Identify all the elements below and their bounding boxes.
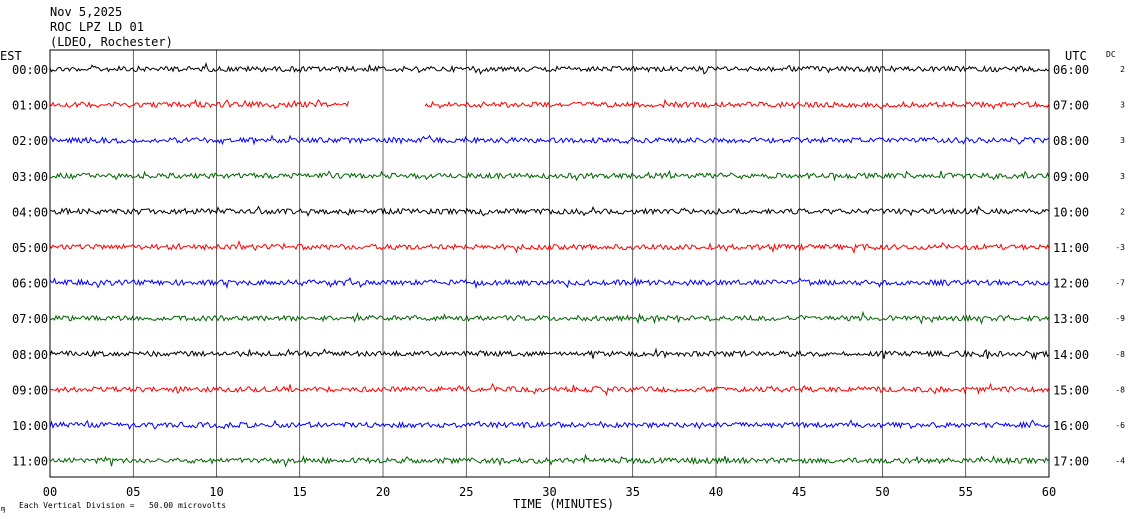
dc-offset-value: 3 [1120, 172, 1125, 181]
x-tick-label: 05 [126, 485, 140, 499]
x-tick-label: 45 [792, 485, 806, 499]
seismic-trace [49, 347, 1050, 361]
scale-footnote: Each Vertical Division = 50.00 microvolt… [19, 501, 226, 510]
utc-hour-label: 06:00 [1053, 63, 1089, 77]
utc-hour-label: 12:00 [1053, 277, 1089, 291]
est-hour-label: 06:00 [12, 277, 48, 291]
dc-offset-value: -8 [1115, 385, 1125, 394]
seismic-trace [49, 98, 1050, 110]
dc-offset-value: -8 [1115, 350, 1125, 359]
est-hour-label: 03:00 [12, 170, 48, 184]
utc-hour-label: 15:00 [1053, 383, 1089, 397]
seismic-trace [49, 310, 1050, 326]
utc-hour-label: 17:00 [1053, 455, 1089, 469]
utc-hour-label: 14:00 [1053, 348, 1089, 362]
seismic-traces [49, 61, 1050, 468]
header-date: Nov 5,2025 [50, 5, 122, 19]
x-tick-label: 25 [459, 485, 473, 499]
dc-offset-value: 2 [1120, 207, 1125, 216]
dc-offset-value: -4 [1115, 457, 1125, 466]
est-hour-label: 09:00 [12, 383, 48, 397]
x-tick-label: 55 [959, 485, 973, 499]
dc-offset-value: 2 [1120, 65, 1125, 74]
est-hour-label: 00:00 [12, 63, 48, 77]
est-hour-label: 05:00 [12, 241, 48, 255]
x-tick-label: 00 [43, 485, 57, 499]
dc-offset-value: -6 [1115, 421, 1125, 430]
x-tick-label: 20 [376, 485, 390, 499]
x-tick-label: 40 [709, 485, 723, 499]
x-tick-label: 10 [209, 485, 223, 499]
footnote-mark: ɱ [1, 505, 5, 513]
dc-offset-value: -7 [1115, 279, 1125, 288]
est-hour-label: 10:00 [12, 419, 48, 433]
dc-offset-value: 3 [1120, 136, 1125, 145]
x-tick-label: 30 [542, 485, 556, 499]
est-hour-label: 08:00 [12, 348, 48, 362]
header-network: (LDEO, Rochester) [50, 35, 173, 49]
dc-offset-value: -3 [1115, 243, 1125, 252]
right-timezone-label: UTC [1065, 49, 1087, 63]
seismic-trace [49, 419, 1050, 431]
dc-offset-value: 3 [1120, 101, 1125, 110]
utc-hour-label: 10:00 [1053, 205, 1089, 219]
seismic-trace [49, 169, 1050, 182]
x-tick-label: 50 [875, 485, 889, 499]
dc-label: DC [1106, 50, 1116, 59]
est-hour-label: 11:00 [12, 455, 48, 469]
seismic-trace [49, 453, 1050, 468]
header-station: ROC LPZ LD 01 [50, 20, 144, 34]
x-tick-label: 35 [626, 485, 640, 499]
utc-hour-label: 13:00 [1053, 312, 1089, 326]
est-hour-label: 01:00 [12, 99, 48, 113]
left-timezone-label: EST [0, 49, 22, 63]
vertical-gridlines [132, 50, 967, 477]
utc-hour-label: 08:00 [1053, 134, 1089, 148]
seismic-trace [49, 276, 1050, 290]
seismic-trace [49, 134, 1050, 146]
est-hour-label: 07:00 [12, 312, 48, 326]
x-tick-label: 60 [1042, 485, 1056, 499]
utc-hour-label: 16:00 [1053, 419, 1089, 433]
seismic-trace [49, 61, 1050, 75]
x-axis-ticks: 00 05 10 15 20 25 30 35 40 45 50 55 60 [43, 485, 1056, 499]
utc-hour-label: 09:00 [1053, 170, 1089, 184]
x-tick-label: 15 [293, 485, 307, 499]
seismic-trace [49, 205, 1050, 217]
dc-offset-value: -9 [1115, 314, 1125, 323]
utc-hour-label: 07:00 [1053, 99, 1089, 113]
row-labels: 00:00 06:00 2 01:00 07:00 3 02:00 08:00 3 03:00 09… [12, 63, 1125, 469]
utc-hour-label: 11:00 [1053, 241, 1089, 255]
est-hour-label: 04:00 [12, 205, 48, 219]
x-axis-label: TIME (MINUTES) [513, 497, 614, 511]
seismic-trace [49, 240, 1050, 255]
seismic-trace [49, 382, 1050, 397]
est-hour-label: 02:00 [12, 134, 48, 148]
